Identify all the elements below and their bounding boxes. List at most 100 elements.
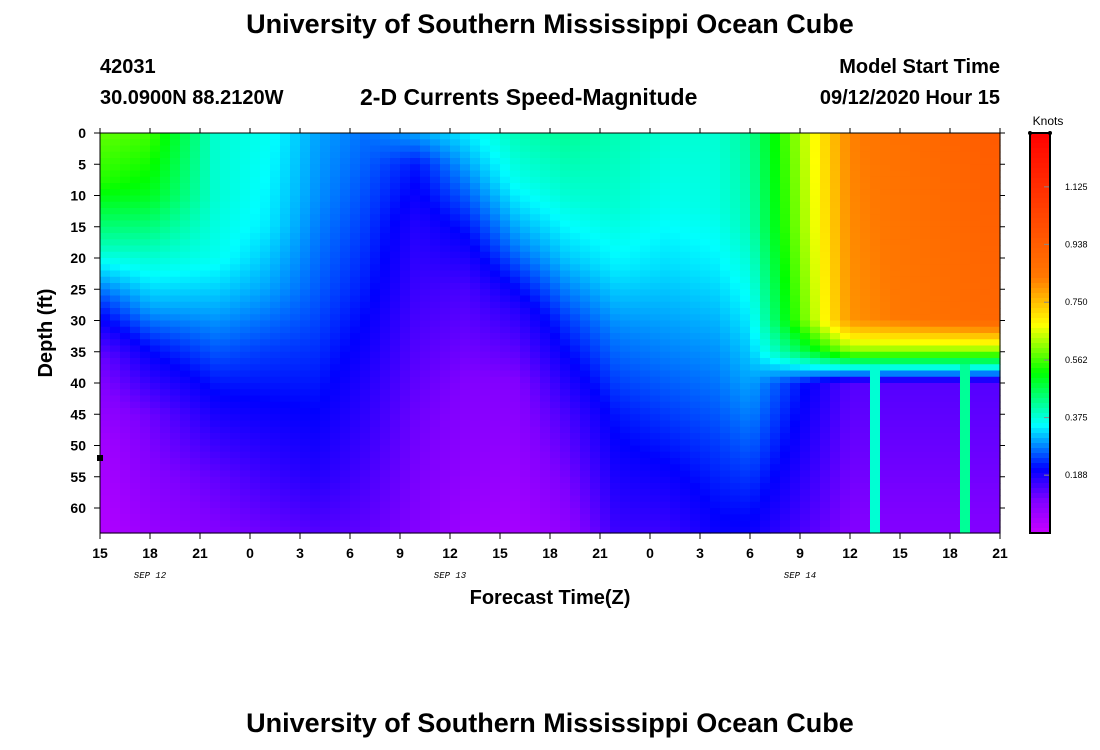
- heatmap-cell: [670, 358, 681, 365]
- heatmap-cell: [810, 476, 821, 484]
- heatmap-cell: [550, 470, 561, 478]
- heatmap-cell: [160, 351, 171, 359]
- heatmap-cell: [300, 208, 311, 215]
- heatmap-cell: [290, 408, 301, 415]
- heatmap-cell: [530, 158, 541, 165]
- heatmap-cell: [860, 170, 871, 178]
- heatmap-cell: [510, 389, 521, 397]
- heatmap-cell: [390, 376, 401, 384]
- heatmap-cell: [820, 145, 831, 153]
- heatmap-cell: [540, 283, 551, 290]
- heatmap-cell: [290, 339, 301, 347]
- heatmap-cell: [210, 251, 221, 259]
- heatmap-cell: [370, 226, 381, 234]
- heatmap-cell: [710, 470, 721, 478]
- heatmap-cell: [520, 333, 531, 340]
- heatmap-cell: [240, 201, 251, 209]
- heatmap-cell: [360, 314, 371, 322]
- heatmap-cell: [340, 383, 351, 390]
- heatmap-cell: [820, 220, 831, 228]
- heatmap-cell: [430, 414, 441, 422]
- heatmap-cell: [580, 458, 591, 465]
- heatmap-cell: [780, 458, 791, 465]
- heatmap-cell: [820, 245, 831, 253]
- heatmap-cell: [400, 183, 411, 190]
- heatmap-cell: [200, 451, 211, 459]
- heatmap-cell: [190, 326, 201, 334]
- heatmap-cell: [830, 339, 841, 347]
- heatmap-cell: [610, 201, 621, 209]
- heatmap-cell: [350, 308, 361, 315]
- heatmap-cell: [170, 308, 181, 315]
- heatmap-cell: [500, 151, 511, 159]
- heatmap-cell: [180, 401, 191, 409]
- heatmap-cell: [490, 458, 501, 465]
- heatmap-cell: [850, 389, 861, 397]
- heatmap-cell: [380, 364, 391, 372]
- heatmap-cell: [590, 195, 601, 203]
- heatmap-cell: [110, 326, 121, 334]
- heatmap-cell: [640, 345, 651, 353]
- heatmap-cell: [410, 226, 421, 234]
- heatmap-cell: [290, 376, 301, 384]
- heatmap-cell: [750, 445, 761, 453]
- heatmap-cell: [170, 258, 181, 265]
- heatmap-cell: [150, 226, 161, 234]
- heatmap-cell: [580, 245, 591, 253]
- heatmap-cell: [210, 383, 221, 390]
- heatmap-cell: [720, 458, 731, 465]
- heatmap-cell: [340, 251, 351, 259]
- heatmap-cell: [290, 433, 301, 440]
- heatmap-cell: [430, 401, 441, 409]
- heatmap-cell: [320, 501, 331, 509]
- heatmap-cell: [410, 133, 421, 140]
- heatmap-cell: [440, 289, 451, 297]
- heatmap-cell: [660, 276, 671, 284]
- heatmap-cell: [420, 158, 431, 165]
- heatmap-cell: [850, 145, 861, 153]
- heatmap-cell: [550, 508, 561, 515]
- heatmap-cell: [210, 158, 221, 165]
- heatmap-cell: [220, 333, 231, 340]
- heatmap-cell: [590, 514, 601, 522]
- heatmap-cell: [270, 395, 281, 403]
- heatmap-cell: [560, 245, 571, 253]
- heatmap-cell: [830, 208, 841, 215]
- heatmap-cell: [590, 308, 601, 315]
- heatmap-cell: [810, 376, 821, 384]
- heatmap-cell: [370, 520, 381, 528]
- heatmap-cell: [660, 495, 671, 503]
- heatmap-cell: [670, 383, 681, 390]
- heatmap-cell: [210, 314, 221, 322]
- heatmap-cell: [640, 195, 651, 203]
- heatmap-cell: [200, 439, 211, 447]
- heatmap-cell: [770, 139, 781, 147]
- heatmap-cell: [860, 358, 871, 365]
- heatmap-cell: [380, 283, 391, 290]
- heatmap-cell: [300, 283, 311, 290]
- heatmap-cell: [290, 445, 301, 453]
- heatmap-cell: [340, 158, 351, 165]
- heatmap-cell: [140, 320, 151, 328]
- heatmap-cell: [680, 176, 691, 184]
- heatmap-cell: [480, 189, 491, 197]
- heatmap-cell: [300, 433, 311, 440]
- heatmap-cell: [160, 508, 171, 515]
- heatmap-cell: [540, 133, 551, 140]
- heatmap-cell: [770, 501, 781, 509]
- heatmap-cell: [680, 276, 691, 284]
- heatmap-cell: [820, 370, 831, 378]
- heatmap-cell: [120, 189, 131, 197]
- heatmap-cell: [820, 464, 831, 472]
- heatmap-cell: [580, 508, 591, 515]
- heatmap-cell: [300, 426, 311, 434]
- heatmap-cell: [190, 445, 201, 453]
- heatmap-cell: [430, 408, 441, 415]
- heatmap-cell: [320, 495, 331, 503]
- heatmap-cell: [760, 370, 771, 378]
- heatmap-cell: [130, 133, 141, 140]
- heatmap-cell: [790, 264, 801, 272]
- heatmap-cell: [630, 201, 641, 209]
- heatmap-cell: [290, 495, 301, 503]
- heatmap-cell: [400, 201, 411, 209]
